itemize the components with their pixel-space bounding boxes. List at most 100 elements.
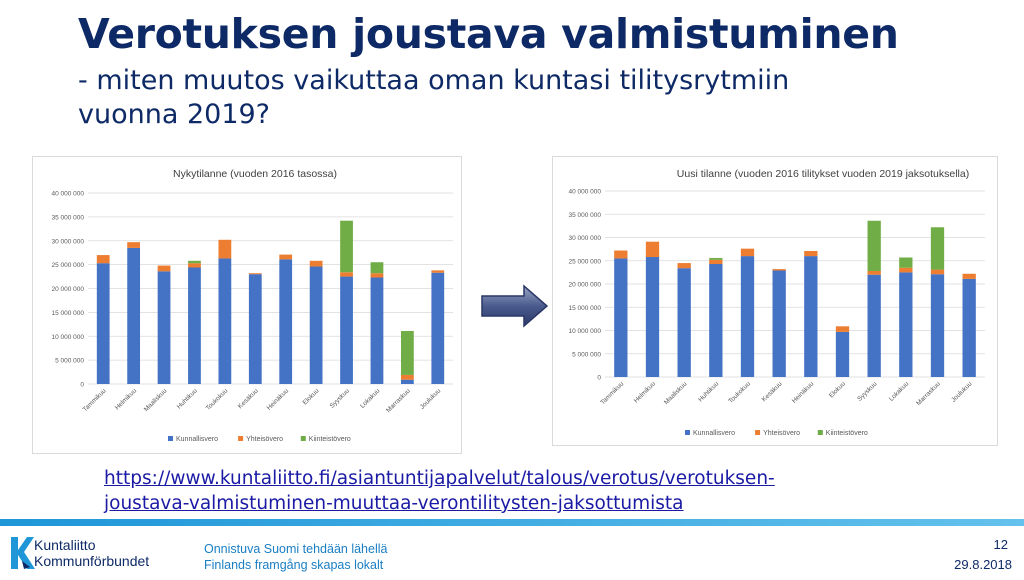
bar-kunnallisvero [772,270,786,377]
bar-yhteisövero [899,267,913,273]
bar-kiinteistövero [709,257,723,260]
footer-slogan: Onnistuva Suomi tehdään lähellä Finlands… [204,541,387,573]
subtitle-line-1: - miten muutos vaikuttaa oman kuntasi ti… [78,65,790,96]
x-tick-label: Tammikuu [82,387,108,413]
legend-swatch [238,436,244,441]
bar-yhteisövero [279,254,293,260]
bar-yhteisövero [930,269,945,275]
bar-yhteisövero [431,270,445,273]
bar-yhteisövero [835,326,850,332]
x-tick-label: Kesäkuu [761,380,784,403]
bar-kunnallisvero [930,274,945,377]
kuntaliitto-logo-icon [11,537,35,569]
x-tick-label: Elokuu [302,387,321,406]
bar-kunnallisvero [340,276,353,384]
x-tick-label: Kesäkuu [237,387,260,410]
bar-kunnallisvero [309,266,323,384]
logo-text-sv: Kommunförbundet [34,553,150,569]
legend-swatch [168,436,173,441]
bar-yhteisövero [340,272,353,277]
bar-kunnallisvero [370,277,384,384]
bar-kunnallisvero [867,274,881,377]
legend-swatch [685,430,690,435]
x-tick-label: Helmikuu [114,387,138,411]
y-tick-label: 20 000 000 [51,286,84,293]
bar-kiinteistövero [899,257,913,268]
bar-kunnallisvero [279,259,293,384]
bar-kunnallisvero [899,272,913,377]
slogan-fi: Onnistuva Suomi tehdään lähellä [204,542,388,556]
x-tick-label: Toukokuu [727,380,752,405]
y-tick-label: 40 000 000 [51,191,84,198]
x-tick-label: Maaliskuu [143,387,169,413]
bar-yhteisövero [127,242,141,248]
bar-yhteisövero [867,270,881,275]
source-link-line-1[interactable]: https://www.kuntaliitto.fi/asiantuntijap… [104,468,775,489]
logo-text-fi: Kuntaliitto [34,537,96,553]
bar-yhteisövero [96,255,110,264]
bar-kunnallisvero [645,257,660,377]
bar-kunnallisvero [614,258,628,377]
y-tick-label: 10 000 000 [568,328,601,335]
chart-new-situation: Uusi tilanne (vuoden 2016 tilitykset vuo… [552,156,998,446]
slide-subtitle: - miten muutos vaikuttaa oman kuntasi ti… [78,64,958,132]
bar-yhteisövero [157,265,171,272]
slide-date: 29.8.2018 [954,557,1012,572]
bar-kunnallisvero [218,258,232,384]
legend-label: Kiinteistövero [826,430,868,437]
legend-label: Kiinteistövero [309,436,351,443]
y-tick-label: 25 000 000 [568,258,601,265]
bar-yhteisövero [804,250,818,257]
legend-swatch [755,430,761,435]
legend-swatch [817,430,823,435]
legend-label: Yhteisövero [246,436,283,443]
x-tick-label: Marraskuu [385,387,412,414]
y-tick-label: 30 000 000 [51,238,84,245]
y-tick-label: 5 000 000 [572,351,601,358]
legend-label: Yhteisövero [763,430,800,437]
bar-kunnallisvero [962,278,976,377]
y-tick-label: 30 000 000 [568,235,601,242]
bar-kunnallisvero [709,264,723,377]
bar-kiinteistövero [370,262,384,274]
logo-text: Kuntaliitto Kommunförbundet [34,537,149,569]
chart-svg: Uusi tilanne (vuoden 2016 tilitykset vuo… [568,168,985,437]
bar-kiinteistövero [930,227,945,270]
right-arrow-icon [481,284,549,328]
bar-yhteisövero [370,273,384,278]
bar-kunnallisvero [127,247,141,384]
source-link[interactable]: https://www.kuntaliitto.fi/asiantuntijap… [104,466,924,516]
source-link-line-2[interactable]: joustava-valmistuminen-muuttaa-verontili… [104,493,684,514]
footer-divider [0,519,1024,526]
bar-yhteisövero [248,273,262,275]
x-tick-label: Heinäkuu [791,380,816,405]
x-tick-label: Joulukuu [950,380,974,404]
bar-kunnallisvero [740,256,755,377]
y-tick-label: 20 000 000 [568,282,601,289]
bar-yhteisövero [677,263,691,269]
x-tick-label: Heinäkuu [266,387,291,412]
bar-kunnallisvero [400,379,414,384]
x-tick-label: Toukokuu [205,387,230,412]
bar-kiinteistövero [867,220,881,271]
x-tick-label: Maaliskuu [663,380,689,406]
bar-yhteisövero [309,260,323,267]
y-tick-label: 35 000 000 [568,212,601,219]
bar-kunnallisvero [431,272,445,384]
y-tick-label: 0 [597,375,601,382]
slide-title: Verotuksen joustava valmistuminen [78,10,899,58]
legend-label: Kunnallisvero [693,430,735,437]
x-tick-label: Lokakuu [359,387,382,410]
y-tick-label: 35 000 000 [51,214,84,221]
slogan-sv: Finlands framgång skapas lokalt [204,558,384,572]
x-tick-label: Huhtikuu [697,380,720,403]
chart-title: Uusi tilanne (vuoden 2016 tilitykset vuo… [677,168,969,180]
legend-label: Kunnallisvero [176,436,218,443]
bar-kunnallisvero [248,274,262,384]
page-number: 12 [993,537,1008,552]
x-tick-label: Syyskuu [329,387,352,410]
x-tick-label: Elokuu [828,380,847,399]
bar-yhteisövero [218,239,232,259]
x-tick-label: Lokakuu [888,380,911,403]
bar-yhteisövero [645,241,660,258]
